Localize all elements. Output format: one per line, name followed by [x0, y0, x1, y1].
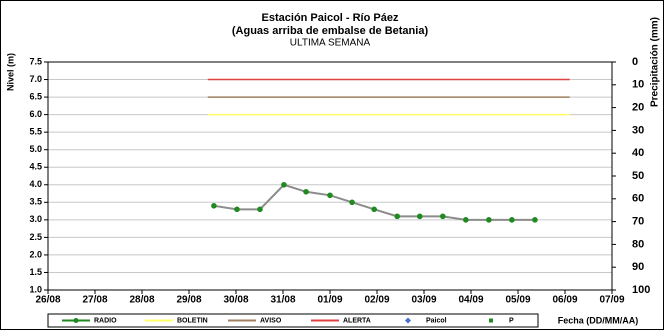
y2-tick-label: 70 — [632, 216, 644, 228]
y2-tick-label: 90 — [632, 261, 644, 273]
data-point — [234, 206, 240, 213]
data-point — [211, 203, 217, 209]
y-tick-label: 4.0 — [29, 179, 42, 189]
x-axis-label: Fecha (DD/MM/AA) — [558, 315, 639, 325]
y2-tick-label: 50 — [632, 170, 644, 182]
data-point — [349, 199, 355, 206]
data-point — [281, 181, 287, 188]
legend-swatch — [73, 318, 79, 323]
legend-frame — [47, 313, 539, 328]
y2-tick-label: 30 — [632, 124, 644, 136]
x-tick-label: 01/09 — [317, 295, 342, 306]
data-point — [440, 213, 446, 220]
y-tick-label: 3.0 — [29, 214, 42, 224]
x-tick-label: 06/09 — [552, 295, 577, 306]
data-point — [532, 217, 538, 223]
y-tick-label: 6.0 — [29, 109, 42, 119]
y-tick-label: 1.5 — [29, 267, 42, 277]
y-tick-label: 7.0 — [29, 74, 42, 84]
y2-tick-label: 40 — [632, 147, 644, 159]
y-tick-label: 1.0 — [29, 284, 42, 294]
x-tick-label: 02/09 — [364, 295, 389, 306]
legend-label: AVISO — [260, 317, 282, 324]
y2-axis-label: Precipitación (mm) — [650, 17, 661, 107]
y2-tick-label: 100 — [632, 284, 650, 296]
y-tick-label: 6.5 — [29, 91, 42, 101]
y2-tick-label: 60 — [632, 193, 644, 205]
x-tick-label: 29/08 — [176, 295, 201, 306]
y-axis-label: Nivel (m) — [5, 53, 15, 91]
data-point — [327, 192, 333, 199]
data-point — [416, 213, 423, 220]
y-tick-label: 7.5 — [29, 56, 42, 66]
legend-label: BOLETIN — [177, 317, 208, 324]
chart-subtitle: (Aguas arriba de embalse de Betania) — [232, 25, 429, 37]
x-tick-label: 04/09 — [458, 295, 483, 306]
y-tick-label: 2.0 — [29, 249, 42, 259]
x-tick-label: 03/09 — [411, 295, 436, 306]
plot-border — [47, 61, 613, 291]
y2-tick-label: 20 — [632, 102, 644, 114]
legend-label: RADIO — [94, 317, 117, 324]
x-tick-label: 26/08 — [35, 295, 60, 306]
legend-swatch — [405, 317, 411, 324]
y-tick-label: 5.0 — [29, 144, 42, 154]
chart-title: Estación Paicol - Río Páez — [262, 12, 399, 24]
data-point — [394, 213, 401, 220]
plot-area — [47, 61, 613, 291]
data-point — [463, 217, 469, 223]
x-tick-label: 31/08 — [270, 295, 295, 306]
legend-swatch — [489, 318, 493, 323]
y-tick-label: 3.5 — [29, 197, 42, 207]
chart-subtitle: ULTIMA SEMANA — [290, 38, 371, 49]
y-tick-label: 2.5 — [29, 232, 42, 242]
data-point — [303, 188, 309, 195]
y2-tick-label: 10 — [632, 79, 644, 91]
y2-tick-label: 0 — [632, 56, 638, 68]
x-tick-label: 27/08 — [82, 295, 107, 306]
x-tick-label: 07/09 — [599, 295, 624, 306]
x-tick-label: 28/08 — [129, 295, 154, 306]
y2-tick-label: 80 — [632, 238, 644, 250]
legend-label: ALERTA — [343, 317, 371, 324]
x-tick-label: 30/08 — [223, 295, 248, 306]
data-point — [371, 206, 377, 213]
y-tick-label: 4.5 — [29, 162, 42, 172]
legend-label: Paicol — [426, 317, 447, 324]
y-tick-label: 5.5 — [29, 127, 42, 137]
x-tick-label: 05/09 — [505, 295, 530, 306]
data-point — [486, 217, 492, 223]
data-point — [509, 217, 515, 223]
legend-label: P — [509, 317, 514, 324]
data-point — [257, 206, 263, 213]
